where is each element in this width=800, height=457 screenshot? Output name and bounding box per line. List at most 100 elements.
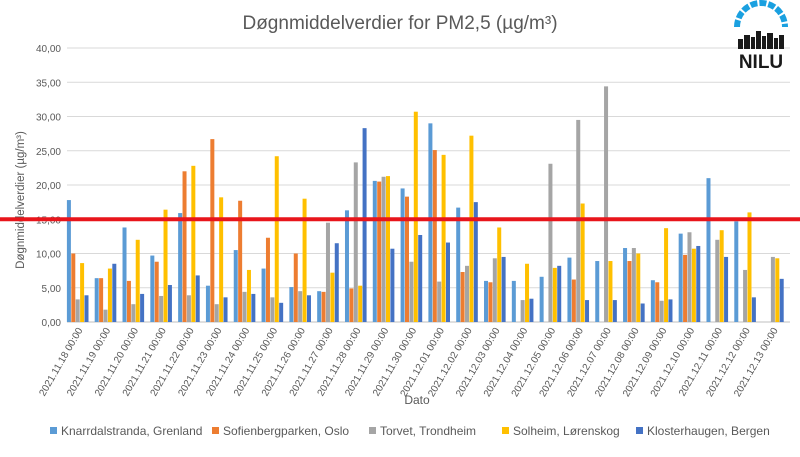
logo-arc <box>734 0 788 28</box>
bar <box>405 196 409 322</box>
bar <box>270 297 275 322</box>
bar <box>182 171 187 322</box>
bar <box>437 281 442 322</box>
bar <box>306 295 311 322</box>
bar <box>334 243 339 322</box>
nilu-logo: NILU <box>734 0 788 73</box>
bar <box>205 285 210 322</box>
bar <box>274 156 279 322</box>
bar <box>636 253 641 322</box>
y-tick-label: 5,00 <box>42 284 62 295</box>
bar <box>214 304 219 322</box>
bar <box>501 256 506 322</box>
bar <box>75 299 80 322</box>
bar <box>140 293 145 322</box>
bar <box>251 293 256 322</box>
bar <box>325 222 330 322</box>
bar <box>497 227 502 322</box>
bar <box>131 304 136 322</box>
bar <box>687 232 692 322</box>
y-tick-label: 20,00 <box>36 181 61 192</box>
bar <box>488 282 493 322</box>
bar <box>167 285 172 322</box>
bar <box>112 263 117 322</box>
chart-title: Døgnmiddelverdier for PM2,5 (µg/m³) <box>242 13 557 34</box>
bar <box>585 300 590 322</box>
bar <box>770 256 775 322</box>
bar <box>362 128 367 322</box>
legend-label: Klosterhaugen, Bergen <box>647 424 770 438</box>
bar <box>659 300 664 322</box>
bar <box>529 298 534 322</box>
legend-swatch <box>369 427 376 434</box>
bar <box>126 280 131 322</box>
bar <box>71 253 76 322</box>
bar <box>279 302 284 322</box>
bar <box>219 197 224 322</box>
bar <box>107 268 112 322</box>
bar <box>413 111 418 323</box>
bar <box>511 280 516 322</box>
bar <box>734 221 739 322</box>
bar <box>103 309 108 322</box>
bar <box>242 291 247 322</box>
bar <box>428 123 433 322</box>
bar <box>668 299 673 322</box>
y-axis-label-group: Døgnmiddelverdier (µg/m³) <box>15 131 27 269</box>
bar <box>432 150 437 322</box>
bar <box>775 258 780 322</box>
bar <box>539 276 544 322</box>
bar <box>664 228 669 322</box>
bar <box>631 248 636 322</box>
bar <box>66 200 71 322</box>
bar <box>460 272 465 322</box>
bar <box>484 280 489 322</box>
bar <box>719 230 724 322</box>
bar <box>418 235 423 322</box>
bar <box>469 135 474 322</box>
bar <box>94 278 99 322</box>
bar <box>246 269 251 322</box>
legend-label: Torvet, Trondheim <box>380 424 476 438</box>
bar <box>612 300 617 322</box>
legend-swatch <box>636 427 643 434</box>
bar <box>520 300 525 322</box>
bar <box>724 256 729 322</box>
bar <box>233 250 238 322</box>
logo-skyline <box>738 31 784 49</box>
bar <box>321 291 326 322</box>
bar <box>571 279 576 322</box>
bar <box>210 139 215 322</box>
legend-swatch <box>502 427 509 434</box>
bar <box>525 263 530 322</box>
bar <box>159 295 164 322</box>
bar <box>358 285 363 322</box>
bar <box>473 202 478 323</box>
y-tick-label: 25,00 <box>36 147 61 158</box>
bar <box>623 248 628 322</box>
bar <box>640 303 645 322</box>
bar <box>595 261 600 322</box>
bar <box>409 261 414 322</box>
bar <box>154 261 159 322</box>
y-tick-label: 40,00 <box>36 44 61 55</box>
bar <box>683 254 688 322</box>
x-axis-label: Dato <box>404 393 430 407</box>
y-tick-label: 10,00 <box>36 250 61 261</box>
legend-swatch <box>212 427 219 434</box>
bar <box>135 239 140 322</box>
bar <box>400 188 405 322</box>
bar <box>548 163 553 322</box>
bar <box>678 233 683 322</box>
bar <box>743 269 748 322</box>
bar <box>441 154 446 322</box>
y-tick-label: 0,00 <box>42 318 62 329</box>
bar <box>779 278 784 322</box>
bar <box>608 261 613 322</box>
bar <box>293 253 298 322</box>
bar <box>353 162 358 322</box>
bar <box>604 86 609 322</box>
bar <box>261 268 266 322</box>
bar <box>751 297 756 322</box>
